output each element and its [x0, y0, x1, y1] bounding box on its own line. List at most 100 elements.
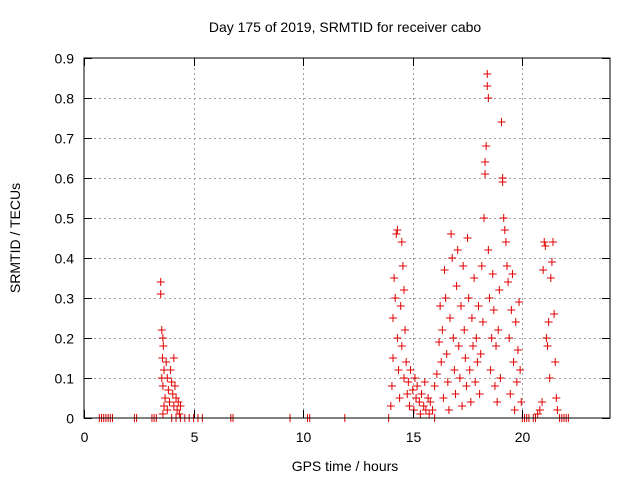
data-point	[478, 318, 487, 326]
data-point	[443, 378, 452, 386]
data-point	[510, 406, 519, 414]
data-point	[509, 358, 518, 366]
data-point	[486, 366, 495, 374]
data-point	[159, 402, 168, 410]
y-tick-label: 0.6	[55, 171, 75, 187]
data-point	[412, 394, 421, 402]
data-point	[170, 382, 179, 390]
data-point	[507, 306, 516, 314]
data-point	[535, 406, 544, 414]
data-point	[158, 334, 167, 342]
y-tick-label: 0.3	[55, 291, 75, 307]
data-point	[516, 366, 525, 374]
data-point	[506, 390, 515, 398]
data-point	[386, 402, 395, 410]
data-point	[504, 278, 513, 286]
x-tick-label: 10	[296, 429, 312, 445]
data-point	[391, 294, 400, 302]
data-point	[463, 234, 472, 242]
data-point	[475, 390, 484, 398]
data-point	[501, 238, 510, 246]
y-tick-label: 0.9	[55, 51, 75, 67]
data-point	[513, 346, 522, 354]
data-point	[476, 350, 485, 358]
data-point	[511, 318, 520, 326]
data-point	[398, 262, 407, 270]
data-point	[156, 290, 165, 298]
data-point	[408, 386, 417, 394]
data-point	[495, 286, 504, 294]
data-point	[455, 374, 464, 382]
data-point	[163, 406, 172, 414]
data-point	[417, 390, 426, 398]
data-point	[454, 342, 463, 350]
data-point	[394, 366, 403, 374]
data-point	[452, 282, 461, 290]
data-point	[162, 358, 171, 366]
data-point	[442, 350, 451, 358]
y-tick-label: 0.7	[55, 131, 75, 147]
data-point	[393, 226, 402, 234]
data-point	[426, 398, 435, 406]
y-tick-label: 0	[66, 411, 74, 427]
data-point	[437, 358, 446, 366]
data-point	[453, 246, 462, 254]
data-point	[425, 410, 434, 418]
data-point	[512, 378, 521, 386]
data-point	[494, 326, 503, 334]
data-point	[167, 378, 176, 386]
data-point	[483, 70, 492, 78]
data-point	[435, 338, 444, 346]
data-point	[389, 314, 398, 322]
data-point	[169, 354, 178, 362]
data-point	[458, 402, 467, 410]
data-point	[462, 382, 471, 390]
data-point	[405, 402, 414, 410]
data-point	[539, 266, 548, 274]
data-point	[488, 270, 497, 278]
data-point	[477, 262, 486, 270]
data-point	[492, 342, 501, 350]
data-point	[399, 374, 408, 382]
chart-title: Day 175 of 2019, SRMTID for receiver cab…	[209, 19, 482, 35]
data-point	[165, 398, 174, 406]
data-point	[483, 82, 492, 90]
data-point	[460, 326, 469, 334]
data-point	[543, 342, 552, 350]
data-point	[176, 402, 185, 410]
data-point	[547, 258, 556, 266]
data-point	[459, 262, 468, 270]
data-point	[415, 398, 424, 406]
data-point	[428, 406, 437, 414]
data-point	[544, 318, 553, 326]
plot-frame	[83, 57, 611, 419]
data-point	[466, 398, 475, 406]
data-point	[482, 142, 491, 150]
data-point	[156, 278, 165, 286]
data-point	[515, 298, 524, 306]
data-point	[487, 334, 496, 342]
data-point	[397, 238, 406, 246]
data-point	[158, 410, 167, 418]
data-point	[471, 378, 480, 386]
x-tick-label: 15	[406, 429, 422, 445]
data-point	[553, 406, 562, 414]
data-point	[484, 94, 493, 102]
gridlines	[84, 58, 610, 418]
data-point	[420, 378, 429, 386]
data-point	[440, 266, 449, 274]
data-point	[472, 334, 481, 342]
x-tick-label: 5	[191, 429, 199, 445]
data-point	[438, 326, 447, 334]
data-point	[469, 342, 478, 350]
data-point	[467, 314, 476, 322]
data-point	[397, 342, 406, 350]
data-point	[406, 366, 415, 374]
data-point	[403, 390, 412, 398]
y-tick-label: 0.5	[55, 211, 75, 227]
data-point	[498, 178, 507, 186]
data-point	[500, 226, 509, 234]
data-point	[158, 354, 167, 362]
